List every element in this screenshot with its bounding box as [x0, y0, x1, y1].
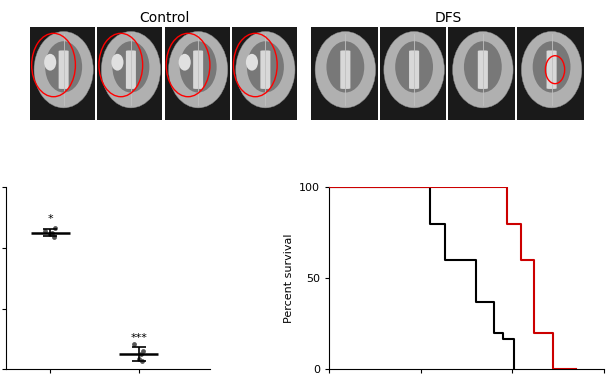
FancyBboxPatch shape — [311, 27, 378, 120]
Ellipse shape — [453, 31, 513, 108]
Point — [40, 228, 50, 234]
Ellipse shape — [384, 31, 444, 108]
Ellipse shape — [533, 41, 570, 92]
Text: DFS: DFS — [435, 11, 462, 25]
Point — [134, 356, 144, 362]
Text: Control: Control — [139, 11, 190, 25]
Y-axis label: Percent survival: Percent survival — [284, 234, 293, 323]
Ellipse shape — [326, 41, 364, 92]
FancyBboxPatch shape — [547, 51, 557, 89]
Ellipse shape — [101, 31, 160, 108]
FancyBboxPatch shape — [260, 51, 270, 89]
Ellipse shape — [179, 54, 191, 70]
FancyBboxPatch shape — [30, 27, 95, 120]
FancyBboxPatch shape — [165, 27, 230, 120]
FancyBboxPatch shape — [379, 27, 447, 120]
FancyBboxPatch shape — [193, 51, 203, 89]
Ellipse shape — [522, 31, 582, 108]
FancyBboxPatch shape — [448, 27, 515, 120]
FancyBboxPatch shape — [517, 27, 584, 120]
Point — [47, 230, 57, 236]
Point — [129, 341, 138, 347]
FancyBboxPatch shape — [59, 51, 69, 89]
Ellipse shape — [315, 31, 376, 108]
Ellipse shape — [180, 41, 217, 92]
FancyBboxPatch shape — [232, 27, 297, 120]
Point — [135, 351, 145, 357]
Ellipse shape — [246, 54, 258, 70]
Point — [50, 225, 60, 231]
FancyBboxPatch shape — [478, 51, 488, 89]
Point — [137, 358, 147, 364]
Text: ***: *** — [131, 333, 147, 343]
Ellipse shape — [112, 41, 149, 92]
Ellipse shape — [247, 41, 284, 92]
Ellipse shape — [236, 31, 295, 108]
Point — [138, 348, 148, 354]
Point — [46, 231, 56, 238]
FancyBboxPatch shape — [340, 51, 350, 89]
Text: *: * — [48, 214, 53, 224]
FancyBboxPatch shape — [97, 27, 162, 120]
Ellipse shape — [112, 54, 123, 70]
Point — [49, 234, 59, 241]
Ellipse shape — [395, 41, 433, 92]
FancyBboxPatch shape — [126, 51, 136, 89]
Ellipse shape — [34, 31, 93, 108]
Ellipse shape — [168, 31, 228, 108]
Ellipse shape — [464, 41, 502, 92]
FancyBboxPatch shape — [409, 51, 419, 89]
Ellipse shape — [44, 54, 56, 70]
Ellipse shape — [45, 41, 82, 92]
